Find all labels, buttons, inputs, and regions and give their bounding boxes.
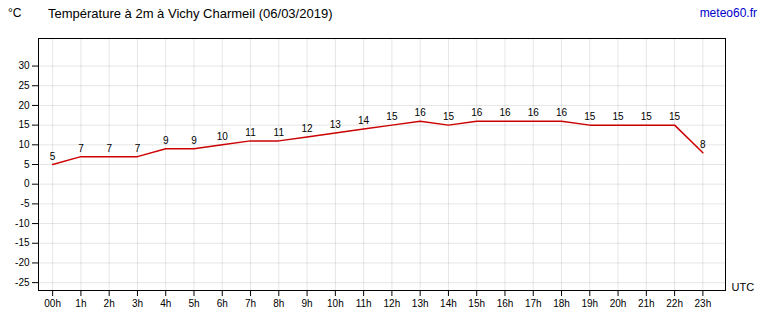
- svg-text:5h: 5h: [188, 298, 199, 309]
- svg-text:15: 15: [386, 111, 398, 122]
- svg-text:00h: 00h: [44, 298, 61, 309]
- svg-text:16: 16: [556, 107, 568, 118]
- svg-text:8: 8: [700, 139, 706, 150]
- svg-text:15: 15: [669, 111, 681, 122]
- svg-text:5: 5: [50, 151, 56, 162]
- svg-text:4h: 4h: [160, 298, 171, 309]
- svg-text:16: 16: [499, 107, 511, 118]
- html-text:Température à 2m à Vichy Charm: Température à 2m à Vichy Charmeil (06/03…: [48, 5, 333, 21]
- svg-text:15h: 15h: [468, 298, 485, 309]
- svg-text:15: 15: [584, 111, 596, 122]
- svg-text:13h: 13h: [412, 298, 429, 309]
- svg-text:-10: -10: [15, 218, 30, 229]
- svg-text:10: 10: [18, 139, 30, 150]
- svg-text:20: 20: [18, 100, 30, 111]
- svg-text:7: 7: [78, 143, 84, 154]
- svg-text:2h: 2h: [104, 298, 115, 309]
- svg-text:21h: 21h: [638, 298, 655, 309]
- svg-text:12h: 12h: [384, 298, 401, 309]
- svg-text:14: 14: [358, 115, 370, 126]
- svg-text:7h: 7h: [245, 298, 256, 309]
- svg-text:15: 15: [641, 111, 653, 122]
- svg-text:16: 16: [471, 107, 483, 118]
- svg-text:-15: -15: [15, 237, 30, 248]
- svg-text:15: 15: [18, 119, 30, 130]
- svg-text:19h: 19h: [581, 298, 598, 309]
- svg-text:12: 12: [302, 123, 314, 134]
- svg-text:22h: 22h: [666, 298, 683, 309]
- svg-text:5: 5: [24, 159, 30, 170]
- svg-text:6h: 6h: [217, 298, 228, 309]
- svg-text:7: 7: [106, 143, 112, 154]
- svg-text:-5: -5: [21, 198, 30, 209]
- svg-text:1h: 1h: [75, 298, 86, 309]
- svg-text:17h: 17h: [525, 298, 542, 309]
- svg-text:10: 10: [217, 131, 229, 142]
- svg-text:15: 15: [613, 111, 625, 122]
- svg-text:UTC: UTC: [732, 281, 755, 293]
- svg-text:23h: 23h: [695, 298, 712, 309]
- svg-text:8h: 8h: [273, 298, 284, 309]
- html-text:meteo60.fr: meteo60.fr: [699, 6, 757, 20]
- svg-text:30: 30: [18, 60, 30, 71]
- svg-text:10h: 10h: [327, 298, 344, 309]
- html-text:°C: °C: [8, 6, 22, 20]
- svg-text:0: 0: [24, 178, 30, 189]
- svg-text:11: 11: [245, 127, 256, 138]
- svg-text:20h: 20h: [610, 298, 627, 309]
- svg-text:15: 15: [443, 111, 455, 122]
- svg-text:3h: 3h: [132, 298, 143, 309]
- svg-text:9h: 9h: [302, 298, 313, 309]
- svg-text:-20: -20: [15, 257, 30, 268]
- svg-text:16: 16: [415, 107, 427, 118]
- svg-text:11: 11: [274, 127, 285, 138]
- svg-text:16h: 16h: [497, 298, 514, 309]
- svg-text:9: 9: [163, 135, 169, 146]
- svg-text:-25: -25: [15, 277, 30, 288]
- svg-text:11h: 11h: [356, 298, 372, 309]
- svg-text:18h: 18h: [553, 298, 570, 309]
- svg-text:25: 25: [18, 80, 30, 91]
- svg-text:16: 16: [528, 107, 540, 118]
- svg-text:14h: 14h: [440, 298, 457, 309]
- svg-text:7: 7: [135, 143, 141, 154]
- svg-text:13: 13: [330, 119, 342, 130]
- svg-text:9: 9: [191, 135, 197, 146]
